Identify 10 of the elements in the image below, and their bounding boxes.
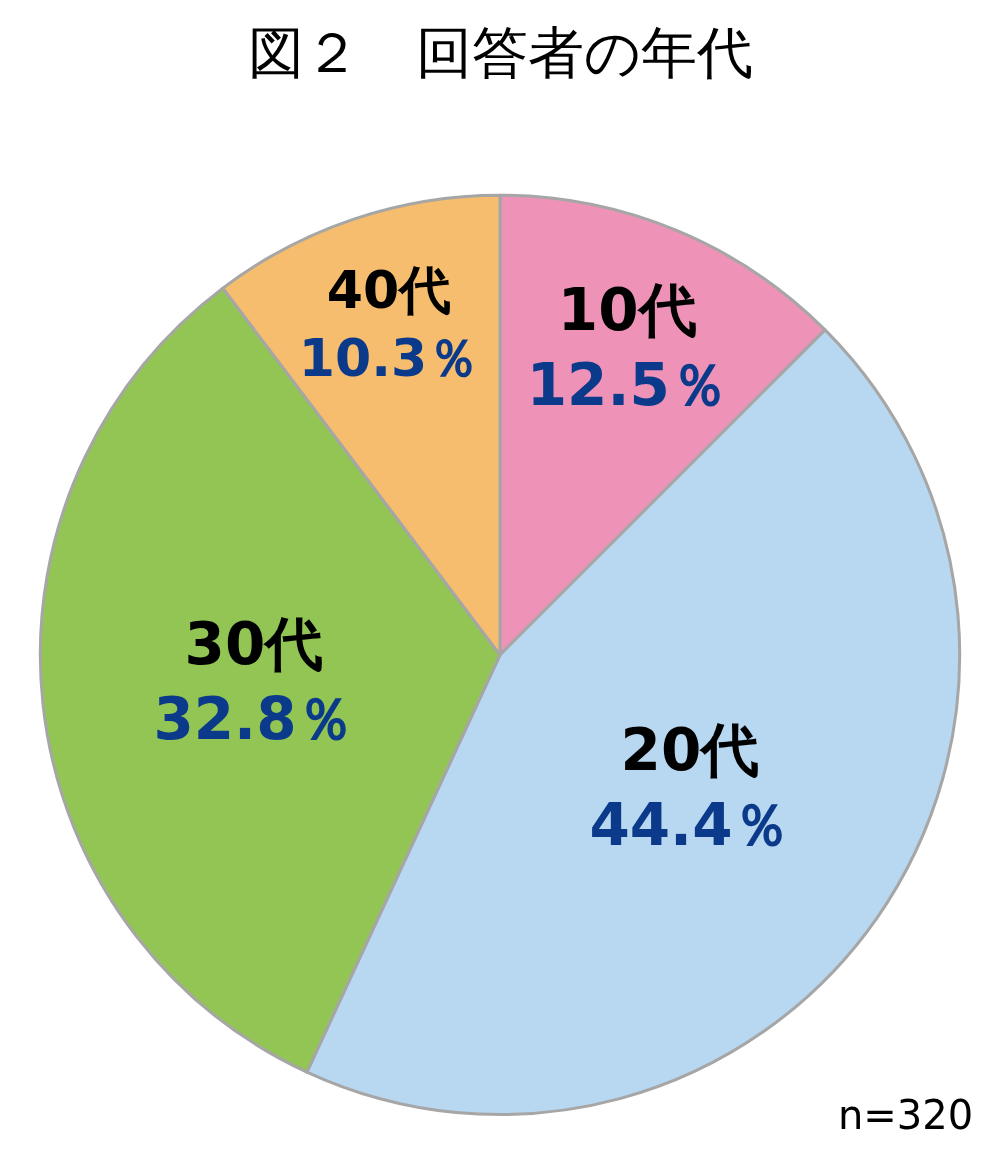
data-label: 32.8％ xyxy=(153,684,355,753)
slice-label: 30代 xyxy=(184,609,324,678)
data-label: 12.5％ xyxy=(526,351,728,420)
text: n=320 xyxy=(838,1092,974,1138)
data-label: 44.4％ xyxy=(589,791,791,860)
data-label: 10.3％ xyxy=(298,328,480,389)
slice-label: 20代 xyxy=(620,715,760,784)
slice-label: 40代 xyxy=(326,260,452,321)
chart-title: 図２ 回答者の年代 xyxy=(247,19,753,85)
slice-label: 10代 xyxy=(557,276,697,345)
